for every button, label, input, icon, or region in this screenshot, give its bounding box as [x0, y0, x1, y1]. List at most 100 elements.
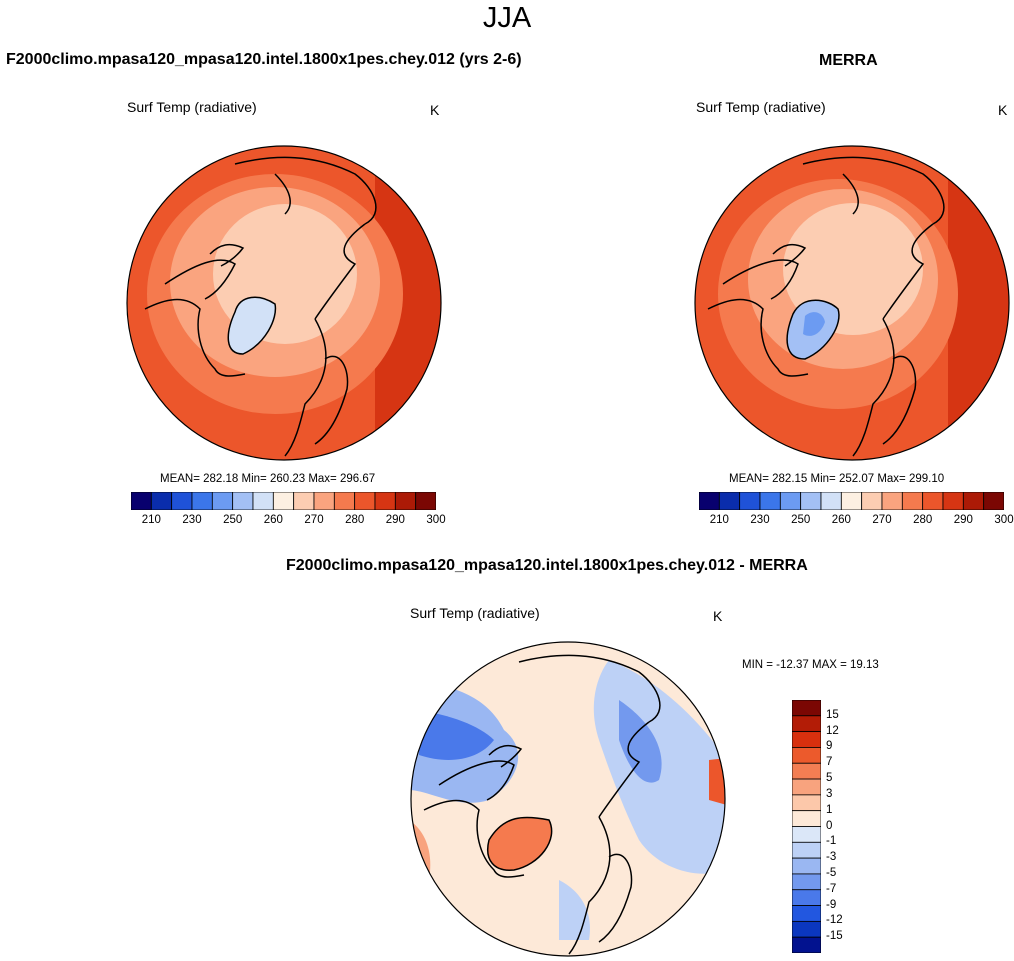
- diff-colorbar-swatch: [792, 778, 821, 796]
- model-colorbar-swatch: [374, 492, 396, 510]
- model-units-label: K: [430, 102, 440, 118]
- obs-coastlines: [707, 156, 945, 457]
- model-colorbar-swatch: [293, 492, 315, 510]
- diff-colorbar-swatch: [792, 889, 821, 906]
- model-colorbar-tick-label: 280: [345, 514, 365, 526]
- diff-colorbar-tick-label: -12: [826, 914, 843, 927]
- obs-colorbar-labels: 210 230 250 260 270 280 290 300: [699, 514, 1014, 530]
- diff-colorbar-tick-label: 1: [826, 803, 833, 816]
- obs-colorbar-tick-label: 300: [994, 514, 1014, 526]
- obs-colorbar-swatch: [861, 492, 883, 510]
- season-title: JJA: [482, 2, 532, 34]
- diff-colorbar-tick-label: 9: [826, 740, 833, 753]
- model-colorbar-tick-label: 300: [426, 514, 446, 526]
- diff-stats: MIN = -12.37 MAX = 19.13: [742, 659, 879, 671]
- obs-colorbar-swatch: [840, 492, 863, 510]
- diff-units-label: K: [713, 608, 723, 624]
- obs-units-label: K: [998, 102, 1008, 118]
- diff-colorbar-tick-label: 15: [826, 708, 839, 721]
- obs-variable-label: Surf Temp (radiative): [696, 99, 826, 115]
- obs-colorbar-swatch: [718, 492, 741, 510]
- model-colorbar: [131, 492, 436, 510]
- model-greenland-field: [227, 296, 277, 355]
- model-polar-map: [126, 145, 442, 461]
- diff-panel-title: F2000climo.mpasa120_mpasa120.intel.1800x…: [286, 557, 808, 574]
- model-colorbar-swatch: [333, 492, 356, 510]
- obs-colorbar: [699, 492, 1004, 510]
- diff-colorbar-tick-label: 7: [826, 756, 833, 769]
- obs-colorbar-tick-label: 270: [872, 514, 892, 526]
- diff-colorbar-tick-label: 12: [826, 724, 839, 737]
- obs-colorbar-tick-label: 210: [709, 514, 729, 526]
- model-stats: MEAN= 282.18 Min= 260.23 Max= 296.67: [160, 473, 376, 485]
- obs-colorbar-swatch: [759, 492, 781, 510]
- diff-colorbar-swatch: [792, 936, 821, 953]
- obs-colorbar-tick-label: 290: [953, 514, 973, 526]
- obs-panel-title: MERRA: [819, 52, 878, 69]
- diff-colorbar-swatch: [792, 747, 821, 764]
- diff-colorbar-tick-label: -3: [826, 851, 837, 864]
- obs-colorbar-tick-label: 280: [913, 514, 933, 526]
- diff-polar-map: [410, 641, 726, 957]
- obs-colorbar-swatch: [983, 492, 1004, 510]
- obs-colorbar-swatch: [820, 492, 842, 510]
- diff-colorbar-tick-label: -15: [826, 930, 843, 943]
- diff-warm-anomaly-greenland: [487, 816, 553, 871]
- model-colorbar-swatch: [354, 492, 376, 510]
- diff-colorbar-swatch: [792, 826, 821, 843]
- diff-colorbar-tick-label: -5: [826, 866, 837, 879]
- model-panel-title: F2000climo.mpasa120_mpasa120.intel.1800x…: [6, 51, 522, 68]
- obs-colorbar-swatch: [881, 492, 903, 510]
- model-colorbar-swatch: [232, 492, 254, 510]
- obs-colorbar-tick-label: 250: [791, 514, 811, 526]
- model-colorbar-tick-label: 290: [385, 514, 405, 526]
- model-colorbar-swatch: [272, 492, 295, 510]
- obs-colorbar-swatch: [962, 492, 985, 510]
- model-colorbar-tick-label: 250: [223, 514, 243, 526]
- model-colorbar-swatch: [191, 492, 213, 510]
- diff-colorbar-swatch: [792, 857, 821, 875]
- obs-colorbar-swatch: [699, 492, 720, 510]
- diff-colorbar: [792, 700, 821, 953]
- diff-colorbar-tick-label: 5: [826, 772, 833, 785]
- diff-colorbar-swatch: [792, 731, 821, 748]
- model-colorbar-swatch: [394, 492, 417, 510]
- diff-colorbar-swatch: [792, 700, 821, 717]
- model-colorbar-tick-label: 230: [182, 514, 202, 526]
- diff-colorbar-swatch: [792, 715, 821, 733]
- obs-colorbar-swatch: [739, 492, 761, 510]
- diff-colorbar-swatch: [792, 794, 821, 812]
- diff-colorbar-tick-label: -7: [826, 882, 837, 895]
- diff-colorbar-labels: 15 12 9 7 5 3 1 0 -1 -3 -5 -7 -9 -12 -15: [826, 700, 866, 953]
- model-colorbar-swatch: [415, 492, 436, 510]
- model-coastlines: [144, 156, 377, 457]
- obs-stats: MEAN= 282.15 Min= 252.07 Max= 299.10: [729, 473, 945, 485]
- model-colorbar-tick-label: 210: [141, 514, 161, 526]
- model-colorbar-swatch: [150, 492, 173, 510]
- diff-colorbar-swatch: [792, 873, 821, 891]
- model-colorbar-swatch: [131, 492, 152, 510]
- diff-colorbar-tick-label: -9: [826, 898, 837, 911]
- model-variable-label: Surf Temp (radiative): [127, 99, 257, 115]
- diff-colorbar-tick-label: 3: [826, 787, 833, 800]
- model-colorbar-tick-label: 270: [304, 514, 324, 526]
- diff-colorbar-swatch: [792, 841, 821, 859]
- model-colorbar-swatch: [313, 492, 335, 510]
- obs-colorbar-tick-label: 230: [750, 514, 770, 526]
- diff-colorbar-swatch: [792, 810, 821, 827]
- model-colorbar-swatch: [211, 492, 234, 510]
- diff-colorbar-tick-label: -1: [826, 835, 837, 848]
- obs-polar-map: [694, 145, 1010, 461]
- obs-colorbar-tick-label: 260: [831, 514, 851, 526]
- obs-colorbar-swatch: [779, 492, 802, 510]
- obs-colorbar-swatch: [942, 492, 964, 510]
- diff-colorbar-swatch: [792, 920, 821, 938]
- obs-colorbar-swatch: [800, 492, 822, 510]
- model-colorbar-swatch: [171, 492, 193, 510]
- obs-colorbar-swatch: [922, 492, 944, 510]
- diff-coastlines: [423, 654, 661, 955]
- model-colorbar-labels: 210 230 250 260 270 280 290 300: [131, 514, 446, 530]
- diff-colorbar-swatch: [792, 762, 821, 780]
- model-colorbar-swatch: [252, 492, 274, 510]
- diff-colorbar-swatch: [792, 905, 821, 922]
